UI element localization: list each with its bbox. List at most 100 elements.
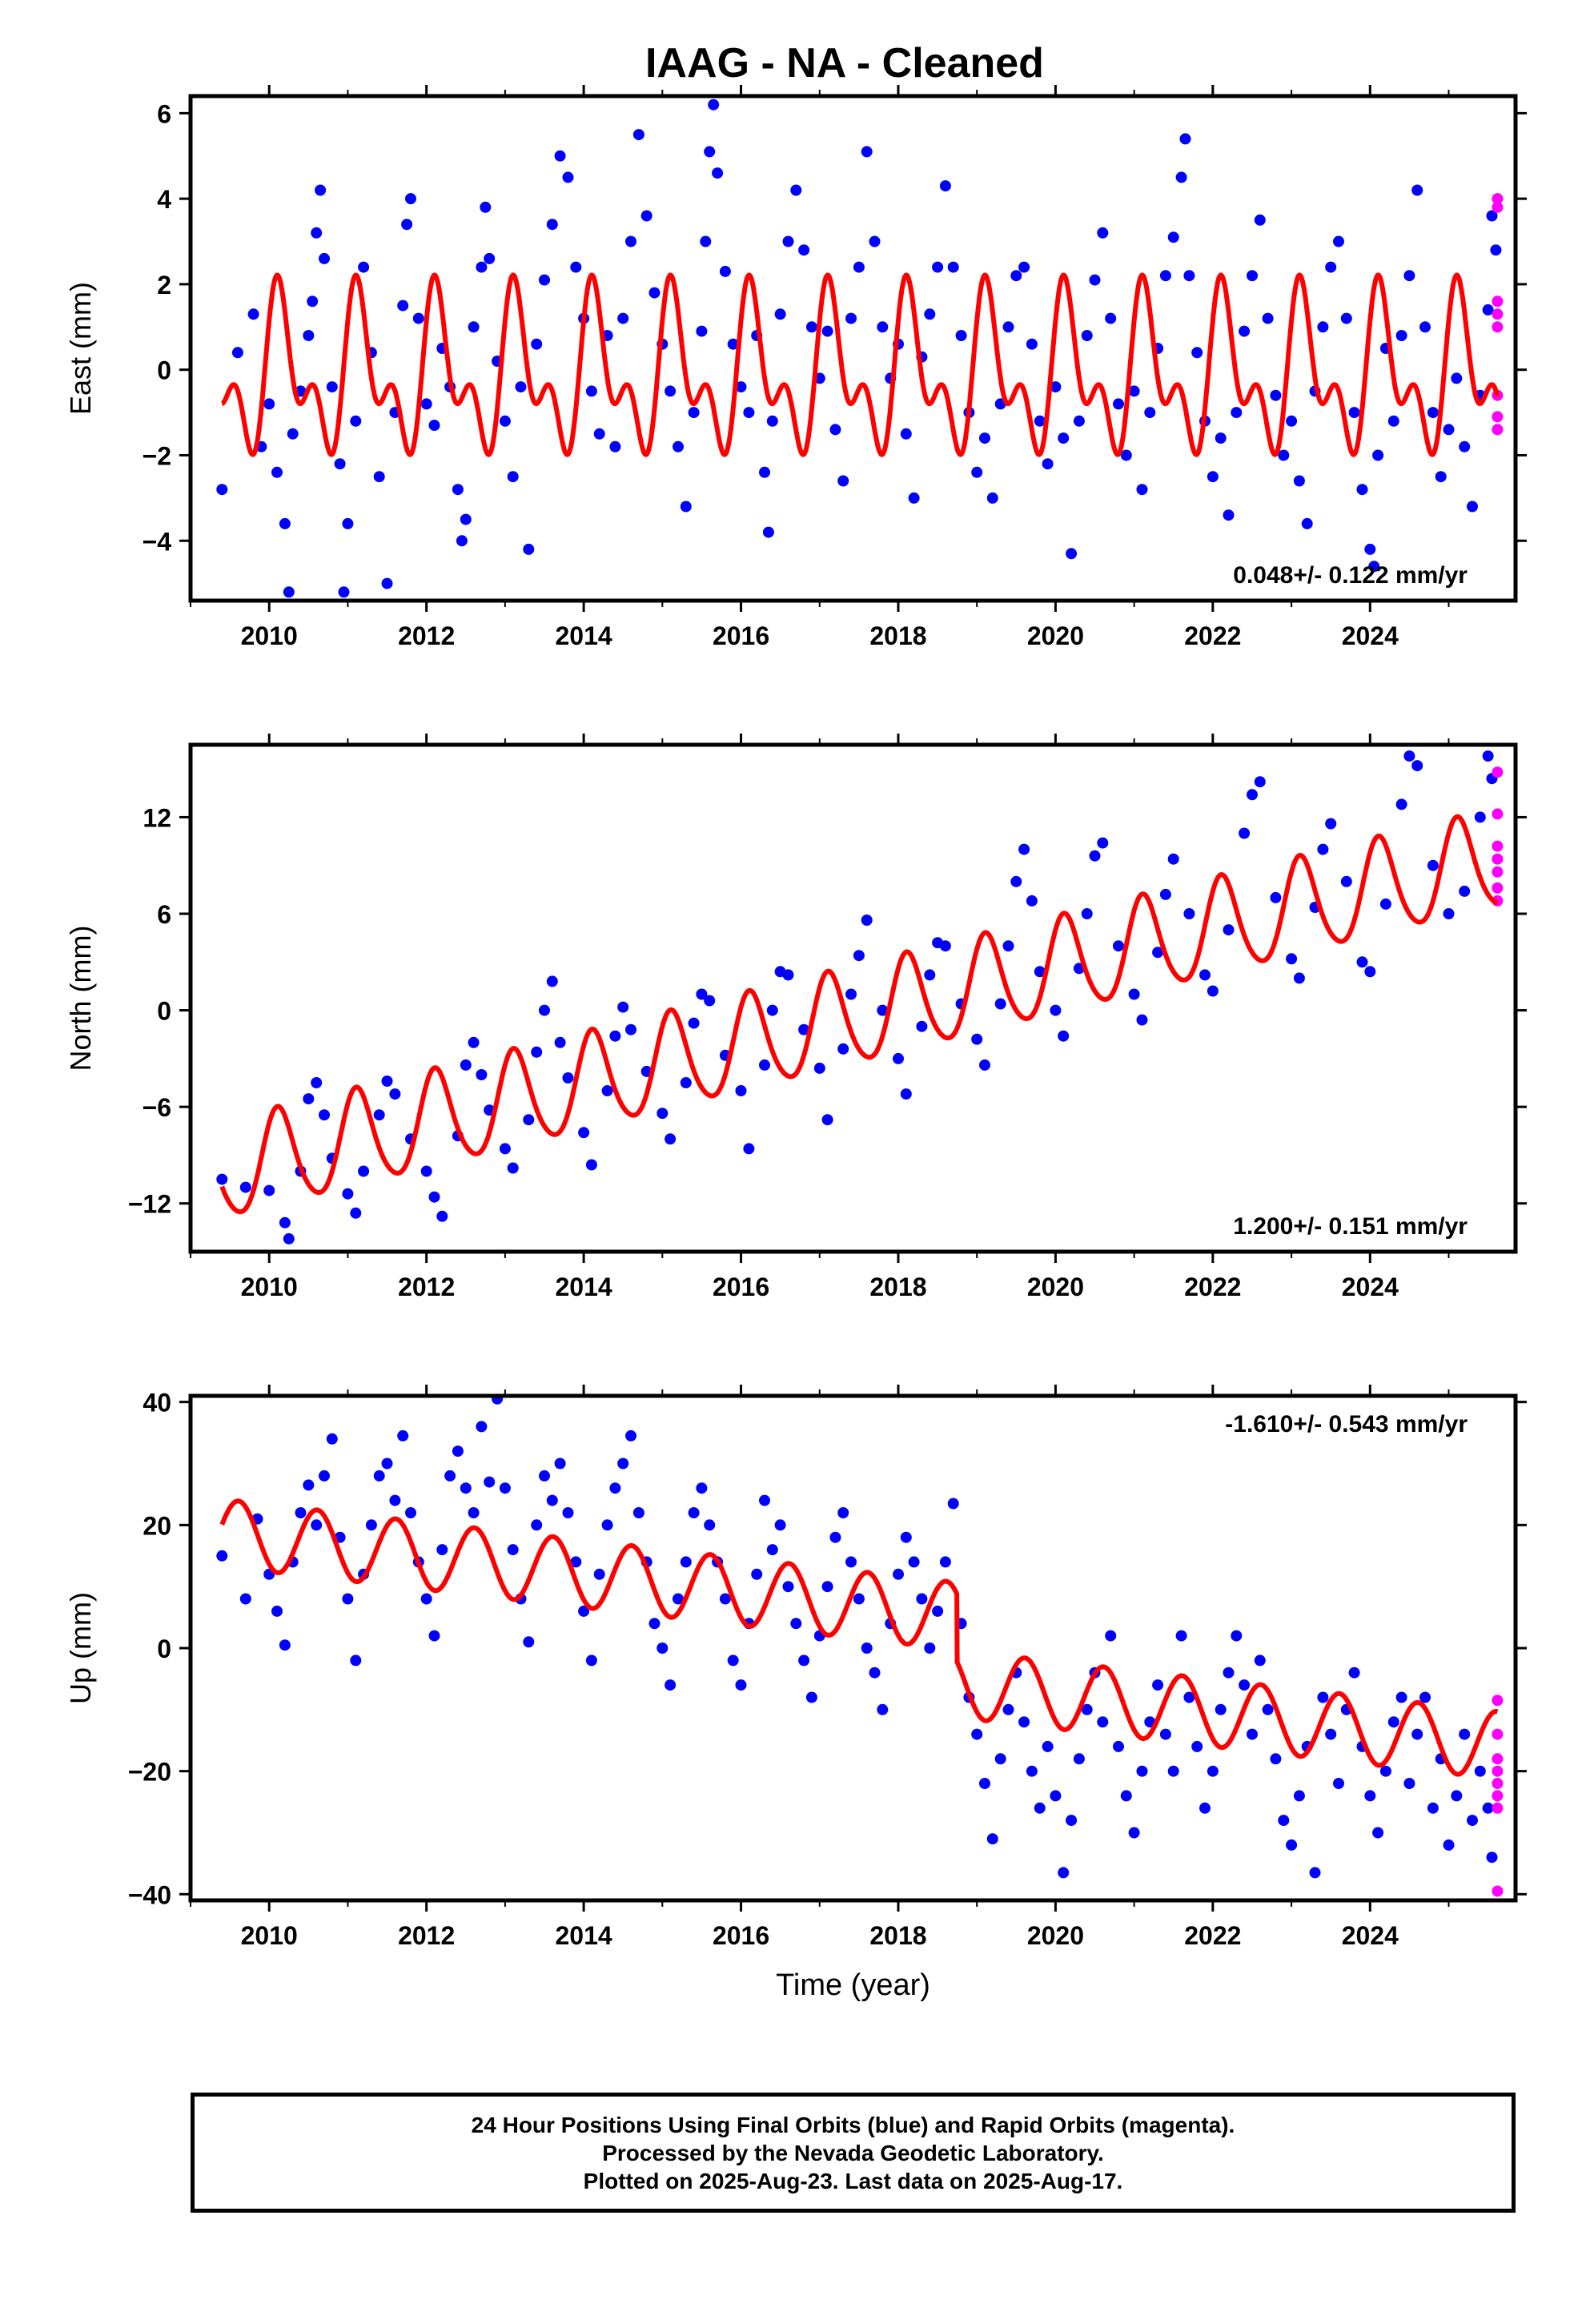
final-orbit-point — [1348, 1667, 1360, 1679]
final-orbit-point — [231, 347, 243, 359]
final-orbit-point — [1459, 885, 1471, 897]
final-orbit-point — [782, 969, 794, 981]
final-orbit-point — [1270, 1753, 1282, 1765]
final-orbit-point — [1443, 424, 1455, 436]
final-orbit-point — [303, 1479, 315, 1491]
final-orbit-point — [1482, 750, 1494, 762]
final-orbit-point — [460, 513, 472, 525]
final-orbit-point — [1340, 312, 1352, 324]
final-orbit-point — [263, 1184, 275, 1196]
rapid-orbit-point — [1492, 766, 1504, 778]
final-orbit-point — [546, 1494, 558, 1506]
y-tick-label: 2 — [157, 271, 171, 300]
final-orbit-point — [916, 1593, 928, 1605]
final-orbit-point — [1105, 1630, 1117, 1642]
final-orbit-point — [1403, 270, 1415, 282]
final-orbit-point — [821, 1114, 833, 1126]
y-tick-label: 0 — [157, 1634, 171, 1663]
final-orbit-point — [1325, 261, 1337, 273]
final-orbit-point — [1293, 475, 1305, 487]
caption-line-3: Plotted on 2025-Aug-23. Last data on 202… — [583, 2168, 1123, 2193]
final-orbit-point — [1175, 171, 1187, 183]
final-orbit-point — [1419, 1691, 1431, 1703]
final-orbit-point — [1239, 827, 1251, 839]
y-tick-label: 0 — [157, 997, 171, 1026]
final-orbit-point — [979, 432, 990, 444]
rapid-orbit-point — [1492, 411, 1504, 423]
final-orbit-point — [759, 466, 770, 478]
final-orbit-point — [1120, 1790, 1132, 1802]
final-orbit-point — [389, 1088, 401, 1100]
final-orbit-point — [307, 296, 319, 308]
final-orbit-point — [1395, 330, 1407, 341]
final-orbit-point — [845, 312, 857, 324]
final-orbit-point — [531, 338, 543, 350]
final-orbit-point — [397, 1429, 409, 1441]
final-orbit-point — [893, 1052, 904, 1064]
final-orbit-point — [751, 1568, 763, 1580]
final-orbit-point — [585, 385, 597, 397]
y-axis-label: North (mm) — [64, 926, 97, 1072]
final-orbit-point — [932, 1605, 944, 1617]
y-tick-label: 40 — [143, 1389, 171, 1417]
final-orbit-point — [319, 1109, 330, 1121]
final-orbit-point — [1278, 449, 1290, 461]
final-orbit-point — [1207, 985, 1219, 997]
final-orbit-point — [381, 1458, 393, 1470]
final-orbit-point — [617, 1001, 629, 1013]
final-orbit-point — [1467, 501, 1478, 513]
x-tick-label: 2016 — [713, 1921, 769, 1950]
final-orbit-point — [1223, 509, 1235, 521]
final-orbit-point — [1364, 543, 1376, 555]
chart-title: IAAG - NA - Cleaned — [645, 40, 1044, 86]
final-orbit-point — [1262, 312, 1274, 324]
y-tick-label: 20 — [143, 1511, 171, 1540]
y-tick-label: −20 — [128, 1758, 171, 1787]
final-orbit-point — [1128, 1827, 1140, 1839]
final-orbit-point — [319, 1470, 330, 1482]
final-orbit-point — [1490, 244, 1502, 256]
y-tick-label: 6 — [157, 900, 171, 929]
final-orbit-point — [798, 1655, 810, 1667]
final-orbit-point — [994, 1753, 1006, 1765]
x-tick-label: 2010 — [241, 621, 298, 650]
final-orbit-point — [373, 471, 385, 483]
final-orbit-point — [1058, 432, 1070, 444]
final-orbit-point — [1372, 1827, 1384, 1839]
final-orbit-point — [1207, 1765, 1219, 1777]
final-orbit-point — [609, 1482, 621, 1494]
x-tick-label: 2012 — [398, 1921, 455, 1950]
final-orbit-point — [735, 381, 747, 393]
final-orbit-point — [766, 1004, 778, 1016]
plot-frame — [188, 94, 1518, 603]
final-orbit-point — [397, 300, 409, 312]
x-tick-label: 2022 — [1184, 621, 1241, 650]
final-orbit-point — [1427, 407, 1439, 419]
final-orbit-point — [632, 1507, 644, 1518]
final-orbit-point — [766, 1544, 778, 1556]
final-orbit-point — [640, 210, 652, 222]
final-orbit-point — [837, 1043, 849, 1055]
x-tick-label: 2010 — [241, 1273, 298, 1301]
final-orbit-point — [283, 586, 295, 598]
model-curve — [219, 1498, 1500, 1777]
final-orbit-point — [326, 381, 338, 393]
final-orbit-point — [916, 1020, 928, 1032]
final-orbit-point — [665, 1133, 677, 1145]
final-orbit-point — [924, 969, 936, 981]
final-orbit-point — [877, 1703, 889, 1715]
final-orbit-point — [1167, 231, 1179, 243]
final-orbit-point — [782, 235, 794, 247]
final-orbit-point — [452, 484, 464, 496]
final-orbit-point — [1372, 449, 1384, 461]
final-orbit-point — [805, 1691, 817, 1703]
final-orbit-point — [342, 1593, 354, 1605]
x-tick-label: 2020 — [1027, 621, 1084, 650]
final-orbit-point — [1364, 966, 1376, 978]
final-orbit-point — [1183, 908, 1195, 919]
final-orbit-point — [1239, 1679, 1251, 1691]
final-orbit-point — [1105, 312, 1117, 324]
final-orbit-point — [617, 1458, 629, 1470]
final-orbit-point — [853, 1593, 865, 1605]
final-orbit-point — [759, 1059, 770, 1071]
